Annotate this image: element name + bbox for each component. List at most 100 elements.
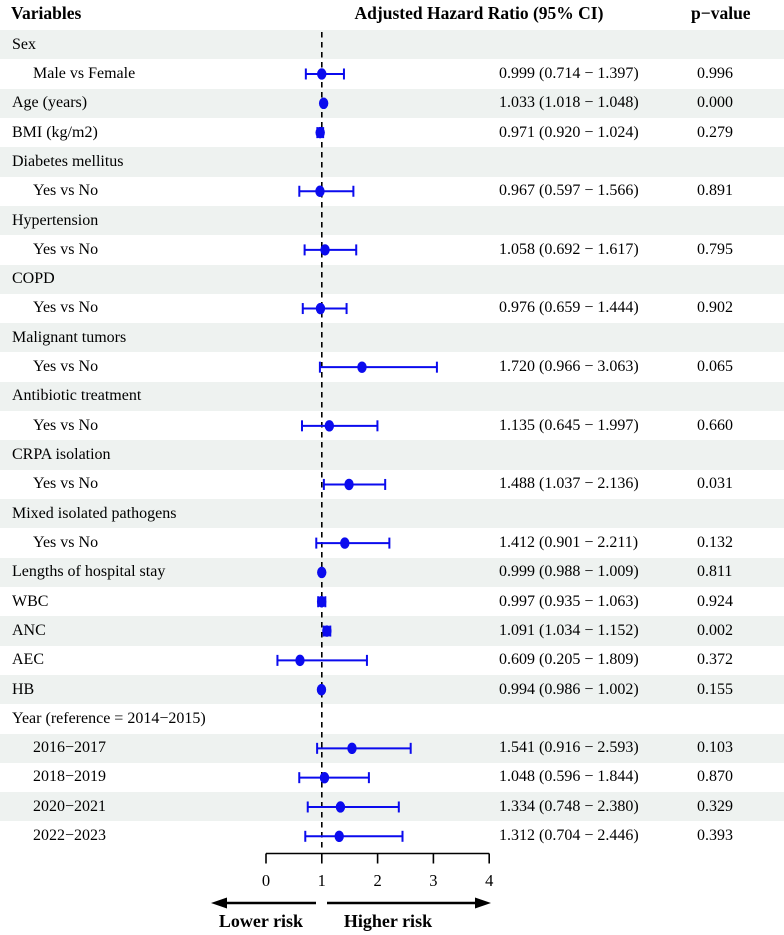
row-pvalue: 0.902	[697, 299, 733, 317]
row-estimate: 0.999 (0.714 − 1.397)	[499, 64, 639, 82]
row-estimate: 1.058 (0.692 − 1.617)	[499, 240, 639, 258]
table-row: 2016−2017 1.541 (0.916 − 2.593) 0.103	[0, 733, 784, 763]
table-row: COPD	[0, 264, 784, 294]
row-label: Malignant tumors	[12, 328, 127, 346]
table-row: Yes vs No 1.058 (0.692 − 1.617) 0.795	[0, 235, 784, 264]
table-row: Age (years) 1.033 (1.018 − 1.048) 0.000	[0, 88, 784, 118]
table-row: WBC 0.997 (0.935 − 1.063) 0.924	[0, 587, 784, 616]
row-label: 2016−2017	[33, 739, 107, 757]
row-estimate: 1.334 (0.748 − 2.380)	[499, 797, 639, 815]
axis-tick-label: 1	[318, 871, 326, 890]
row-pvalue: 0.891	[697, 182, 733, 200]
row-pvalue: 0.279	[697, 123, 733, 141]
row-label: Yes vs No	[33, 475, 99, 493]
row-estimate: 1.412 (0.901 − 2.211)	[499, 533, 639, 551]
row-label: Lengths of hospital stay	[12, 563, 166, 581]
row-label: HB	[12, 680, 35, 698]
row-pvalue: 0.372	[697, 651, 733, 669]
table-row: Mixed isolated pathogens	[0, 499, 784, 529]
table-row: 2022−2023 1.312 (0.704 − 2.446) 0.393	[0, 821, 784, 850]
table-row: AEC 0.609 (0.205 − 1.809) 0.372	[0, 646, 784, 675]
table-row: Yes vs No 1.412 (0.901 − 2.211) 0.132	[0, 528, 784, 557]
table-row: Diabetes mellitus	[0, 147, 784, 177]
row-label: COPD	[12, 270, 55, 288]
row-pvalue: 0.031	[697, 475, 733, 493]
header-hazard-ratio: Adjusted Hazard Ratio (95% CI)	[354, 3, 604, 23]
row-label: AEC	[12, 651, 44, 669]
table-row: HB 0.994 (0.986 − 1.002) 0.155	[0, 674, 784, 705]
table-row: Male vs Female 0.999 (0.714 − 1.397) 0.996	[0, 59, 784, 88]
row-estimate: 0.997 (0.935 − 1.063)	[499, 592, 639, 610]
row-label: 2020−2021	[33, 797, 107, 815]
row-label: ANC	[12, 621, 46, 639]
table-row: Lengths of hospital stay 0.999 (0.988 − 1…	[0, 557, 784, 587]
header-pvalue: p−value	[691, 3, 751, 23]
row-label: Mixed isolated pathogens	[12, 504, 177, 522]
row-pvalue: 0.870	[697, 768, 733, 786]
table-row: 2020−2021 1.334 (0.748 − 2.380) 0.329	[0, 792, 784, 822]
axis-tick-label: 3	[429, 871, 437, 890]
row-pvalue: 0.132	[697, 533, 733, 551]
table-header: Variables Adjusted Hazard Ratio (95% CI)…	[0, 0, 784, 30]
row-label: Year (reference = 2014−2015)	[12, 709, 206, 727]
row-label: Yes vs No	[33, 240, 99, 258]
lower-risk-label: Lower risk	[219, 911, 303, 931]
table-row: Yes vs No 1.488 (1.037 − 2.136) 0.031	[0, 470, 784, 499]
row-estimate: 1.541 (0.916 − 2.593)	[499, 739, 639, 757]
row-estimate: 0.999 (0.988 − 1.009)	[499, 563, 639, 581]
row-estimate: 1.720 (0.966 − 3.063)	[499, 358, 639, 376]
row-label: BMI (kg/m2)	[12, 123, 98, 141]
row-estimate: 0.971 (0.920 − 1.024)	[499, 123, 639, 141]
table-row: Year (reference = 2014−2015)	[0, 704, 784, 733]
axis-tick-label: 2	[373, 871, 381, 890]
row-label: Hypertension	[12, 211, 99, 229]
table-row: Yes vs No 0.967 (0.597 − 1.566) 0.891	[0, 177, 784, 206]
row-estimate: 1.488 (1.037 − 2.136)	[499, 475, 639, 493]
row-label: 2022−2023	[33, 827, 107, 845]
row-estimate: 1.048 (0.596 − 1.844)	[499, 768, 639, 786]
axis-tick-label: 4	[485, 871, 493, 890]
row-estimate: 0.609 (0.205 − 1.809)	[499, 651, 639, 669]
table-row: Antibiotic treatment	[0, 381, 784, 412]
row-pvalue: 0.393	[697, 827, 733, 845]
table-rows: Sex Male vs Female 0.999 (0.714 − 1.397) 0.…	[0, 30, 784, 851]
table-row: Sex	[0, 30, 784, 60]
row-estimate: 1.312 (0.704 − 2.446)	[499, 827, 639, 845]
row-pvalue: 0.065	[697, 358, 733, 376]
row-pvalue: 0.811	[697, 563, 733, 581]
higher-risk-label: Higher risk	[344, 911, 432, 931]
axis-tick-label: 0	[262, 871, 270, 890]
risk-direction-arrows: Lower risk Higher risk	[211, 897, 491, 931]
row-label: Yes vs No	[33, 299, 99, 317]
row-estimate: 0.994 (0.986 − 1.002)	[499, 680, 639, 698]
row-pvalue: 0.996	[697, 64, 733, 82]
row-label: Age (years)	[12, 94, 88, 112]
row-label: Diabetes mellitus	[12, 152, 124, 170]
table-row: BMI (kg/m2) 0.971 (0.920 − 1.024) 0.279	[0, 118, 784, 147]
row-pvalue: 0.002	[697, 621, 733, 639]
row-label: Yes vs No	[33, 533, 99, 551]
row-estimate: 0.967 (0.597 − 1.566)	[499, 182, 639, 200]
row-label: Yes vs No	[33, 182, 99, 200]
row-pvalue: 0.000	[697, 94, 733, 112]
table-row: Yes vs No 1.135 (0.645 − 1.997) 0.660	[0, 411, 784, 440]
row-label: Yes vs No	[33, 416, 99, 434]
row-label: WBC	[12, 592, 49, 610]
x-axis: 0 1 2 3 4	[262, 852, 493, 890]
table-row: ANC 1.091 (1.034 − 1.152) 0.002	[0, 616, 784, 646]
table-row: Hypertension	[0, 205, 784, 236]
row-pvalue: 0.103	[697, 739, 733, 757]
row-pvalue: 0.795	[697, 240, 733, 258]
row-label: 2018−2019	[33, 768, 107, 786]
table-row: 2018−2019 1.048 (0.596 − 1.844) 0.870	[0, 763, 784, 792]
table-row: CRPA isolation	[0, 440, 784, 470]
row-pvalue: 0.660	[697, 416, 733, 434]
table-row: Yes vs No 0.976 (0.659 − 1.444) 0.902	[0, 294, 784, 323]
header-variables: Variables	[11, 3, 82, 23]
row-estimate: 1.091 (1.034 − 1.152)	[499, 621, 639, 639]
row-pvalue: 0.329	[697, 797, 733, 815]
row-estimate: 1.033 (1.018 − 1.048)	[499, 94, 639, 112]
table-row: Yes vs No 1.720 (0.966 − 3.063) 0.065	[0, 352, 784, 381]
row-estimate: 0.976 (0.659 − 1.444)	[499, 299, 639, 317]
